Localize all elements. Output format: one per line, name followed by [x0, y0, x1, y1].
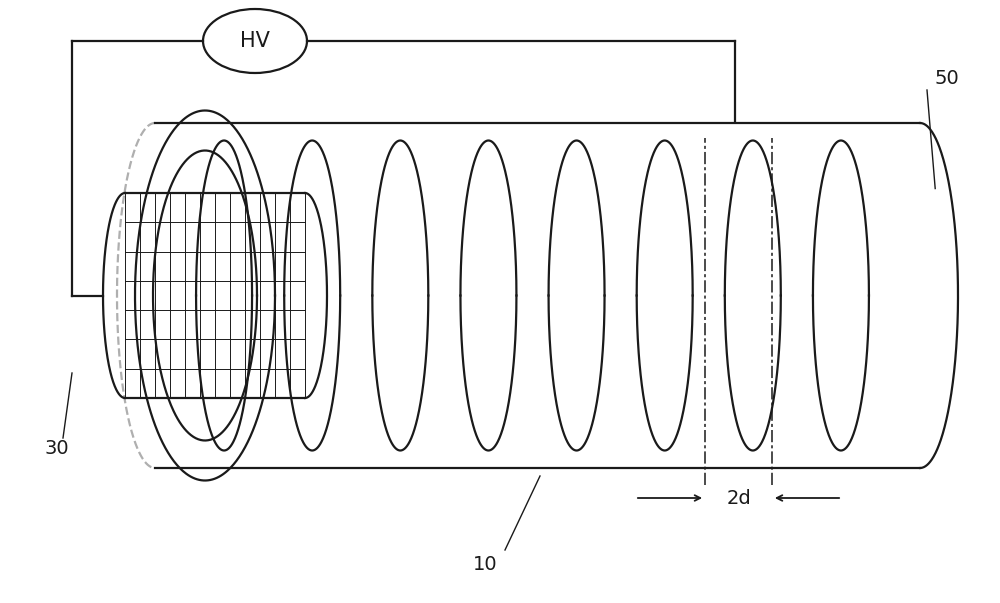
Text: 10: 10 [473, 555, 497, 575]
Text: 50: 50 [935, 69, 960, 87]
Text: HV: HV [240, 31, 270, 51]
Text: 30: 30 [45, 438, 70, 458]
Text: 2d: 2d [726, 488, 751, 508]
